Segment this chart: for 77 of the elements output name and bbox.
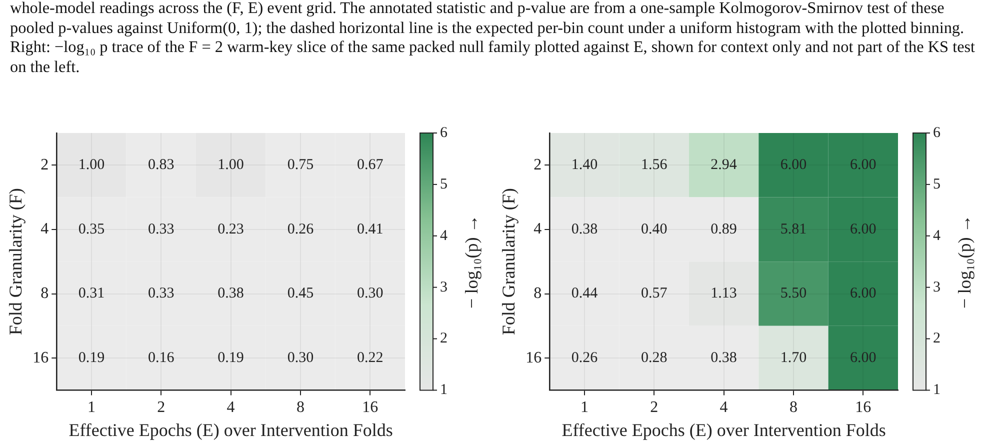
data-label: 2.94 [710, 157, 738, 174]
color-bar-label: 5 [933, 176, 940, 192]
data-label: 1.40 [571, 157, 598, 174]
data-label: 1.70 [780, 350, 807, 366]
data-label: 0.89 [710, 221, 737, 238]
data-label: 0.57 [640, 286, 668, 302]
color-bar-label: 1 [933, 382, 940, 398]
text: whole-model readings across the (F, E) event grid. The annotated statistic and p-value are from a one-sample Kolmogorov-Smirnov test of these pooled p-values against Uniform(0, 1); the dashed horizontal line is the expected per-bin count under a uniform histogram with the plotted binning. Right: −log₁₀ p trace of the F = 2 warm-key slice of the same packed null family plotted against E, shown for context only and not part of the KS test on the left. [10, 0, 976, 77]
data-label: 1.00 [218, 157, 244, 174]
color-bar-label: 6 [933, 124, 941, 141]
data-label: 6.00 [850, 350, 876, 366]
color-bar-label: 6 [440, 124, 448, 141]
y-tick-label: 4 [534, 220, 542, 238]
y-axis-title: Fold Granularity (F) [498, 188, 519, 336]
y-tick-label: 8 [534, 284, 542, 302]
color-bar-label: 1 [440, 382, 448, 398]
data-label: 0.19 [218, 350, 244, 366]
y-tick-label: 16 [526, 349, 542, 366]
color-bar-label: 5 [440, 176, 448, 192]
x-tick-label: 16 [362, 399, 378, 416]
x-tick-label: 1 [87, 399, 96, 416]
color-bar-title: − log₁₀(p) → [954, 214, 975, 308]
data-label: 0.19 [78, 350, 105, 366]
x-axis-title: Effective Epochs (E) over Intervention Folds [68, 420, 393, 440]
data-label: 0.38 [218, 286, 244, 302]
data-label: 0.28 [640, 350, 668, 366]
data-label: 0.45 [287, 286, 314, 302]
data-label: 0.35 [78, 221, 105, 238]
x-tick-label: 4 [226, 399, 235, 416]
x-tick-label: 2 [157, 399, 166, 416]
data-label: 0.31 [78, 286, 105, 302]
color-bar-title: − log₁₀(p) → [462, 214, 482, 308]
data-label: 0.75 [287, 157, 314, 174]
y-tick-label: 2 [40, 156, 49, 174]
data-label: 6.00 [850, 286, 876, 302]
data-label: 0.38 [710, 350, 737, 366]
data-label: 6.00 [850, 157, 876, 174]
data-label: 6.00 [850, 221, 876, 238]
data-label: 0.30 [287, 350, 314, 366]
data-label: 6.00 [780, 157, 807, 174]
x-tick-label: 4 [720, 399, 728, 416]
data-label: 1.56 [640, 157, 668, 174]
data-label: 5.81 [780, 221, 807, 238]
color-bar-label: 2 [933, 330, 940, 347]
data-label: 0.22 [357, 350, 384, 366]
data-label: 0.23 [218, 221, 244, 238]
y-tick-label: 4 [40, 220, 49, 238]
data-label: 0.33 [148, 221, 174, 238]
data-label: 0.41 [357, 221, 384, 238]
color-bar-label: 2 [440, 330, 448, 347]
y-tick-label: 8 [40, 284, 49, 302]
x-tick-label: 2 [650, 399, 658, 416]
color-bar-label: 3 [440, 279, 448, 296]
color-bar-label: 4 [933, 228, 941, 244]
y-tick-label: 2 [534, 156, 542, 174]
data-label: 0.40 [640, 221, 668, 238]
color-bar-label: 4 [440, 228, 448, 244]
data-label: 1.13 [710, 286, 737, 302]
data-label: 0.26 [287, 221, 314, 238]
data-label: 5.50 [780, 286, 807, 302]
data-label: 0.33 [148, 286, 174, 302]
data-label: 0.30 [357, 286, 384, 302]
color-bar-label: 3 [933, 279, 940, 296]
data-label: 1.00 [78, 157, 105, 174]
data-label: 0.16 [148, 350, 175, 366]
x-tick-label: 8 [296, 399, 304, 416]
data-label: 0.67 [357, 157, 384, 174]
y-axis-title: Fold Granularity (F) [6, 188, 26, 336]
x-tick-label: 8 [789, 399, 798, 416]
data-label: 0.26 [571, 350, 598, 366]
data-label: 0.38 [571, 221, 598, 238]
x-axis-title: Effective Epochs (E) over Intervention Folds [562, 420, 886, 440]
data-label: 0.83 [148, 157, 174, 174]
x-tick-label: 1 [580, 399, 588, 416]
y-tick-label: 16 [32, 349, 49, 366]
data-label: 0.44 [571, 286, 598, 302]
x-tick-label: 16 [855, 399, 872, 416]
